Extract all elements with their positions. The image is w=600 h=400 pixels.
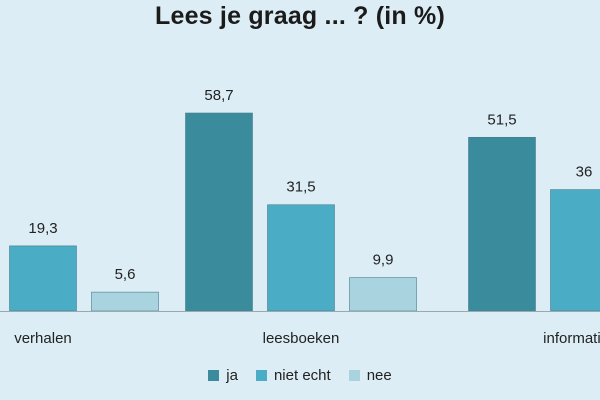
chart-title: Lees je graag ... ? (in %) [155,2,445,30]
bar-leesboeken-niet-echt [267,204,335,312]
legend-swatch-niet-echt [255,370,267,381]
data-label-verhalen-nee: 5,6 [115,266,136,283]
data-label-informatieve-ja: 51,5 [487,111,516,128]
legend-swatch-ja [208,370,220,381]
category-label-verhalen: verhalen [14,330,72,347]
bar-informatieve-ja [468,136,536,312]
legend: ja niet echt nee [0,367,600,384]
legend-label-ja: ja [226,367,238,384]
legend-label-nee: nee [366,367,392,384]
legend-swatch-nee [348,370,360,381]
category-label-leesboeken: leesboeken [263,330,340,347]
bar-informatieve-niet-echt [550,189,600,312]
data-label-leesboeken-ja: 58,7 [204,87,233,104]
bar-verhalen-nee [91,291,159,312]
legend-item-nee: nee [348,367,392,384]
legend-item-niet-echt: niet echt [255,367,331,384]
bar-leesboeken-ja [185,112,253,312]
legend-item-ja: ja [208,367,238,384]
bar-verhalen-niet-echt [9,245,77,312]
data-label-verhalen-niet-echt: 19,3 [28,220,57,237]
category-label-informatieve: informatieve [543,330,600,347]
data-label-informatieve-niet-echt: 36 [576,164,593,181]
bar-leesboeken-nee [349,277,417,312]
data-label-leesboeken-nee: 9,9 [373,252,394,269]
data-label-leesboeken-niet-echt: 31,5 [286,179,315,196]
legend-label-niet-echt: niet echt [273,367,331,384]
